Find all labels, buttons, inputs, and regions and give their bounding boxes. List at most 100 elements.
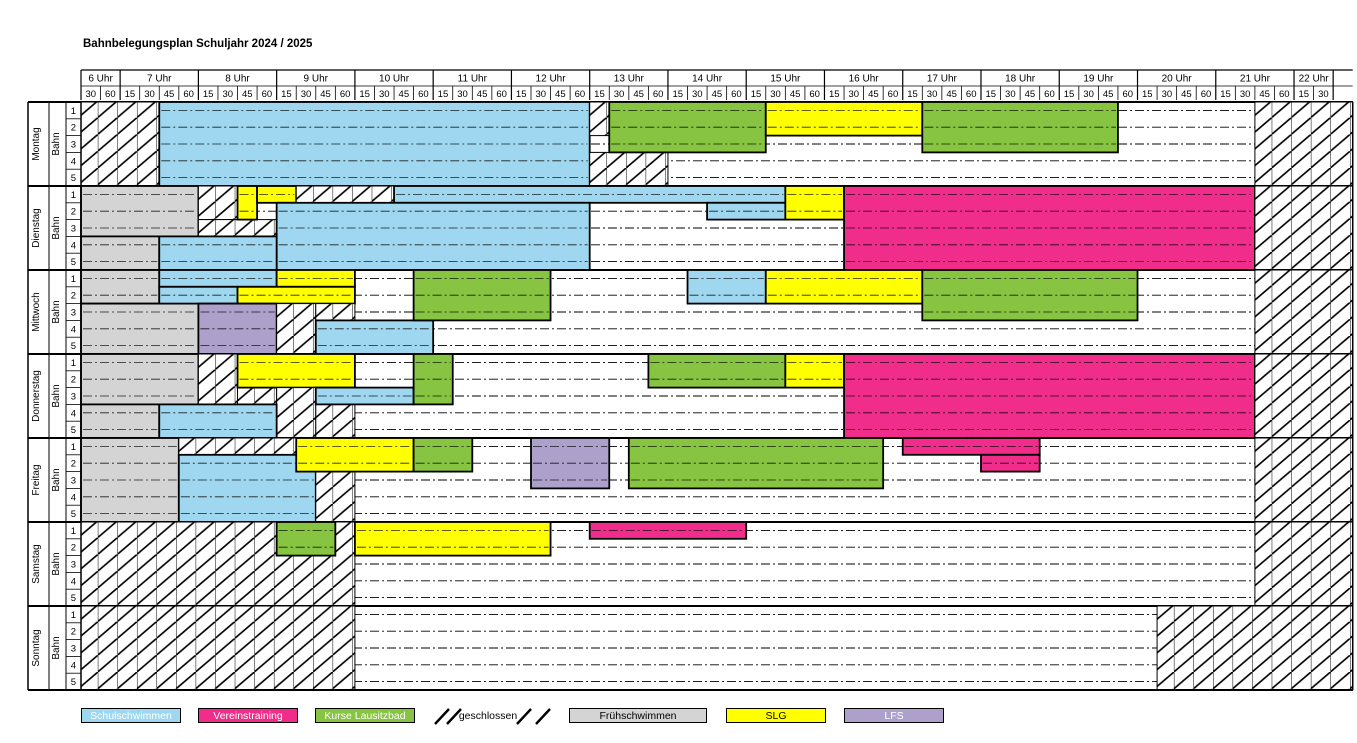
quarter-label: 15 (672, 89, 683, 100)
day-mittwoch: Mittwoch Bahn 1 2 3 4 5 (27, 269, 1354, 355)
day-label: Samstag (31, 544, 42, 583)
quarter-label: 45 (399, 89, 410, 100)
hour-label: 20 Uhr (1162, 74, 1193, 85)
day-freitag: Freitag Bahn 1 2 3 4 5 (27, 437, 1354, 523)
day-label: Dienstag (31, 208, 42, 247)
quarter-label: 30 (1240, 89, 1251, 100)
day-montag: Montag Bahn 1 2 3 4 5 (27, 101, 1354, 187)
quarter-label: 30 (301, 89, 312, 100)
quarter-label: 15 (125, 89, 136, 100)
quarter-label: 15 (1142, 89, 1153, 100)
quarter-label: 30 (614, 89, 625, 100)
lane-number: 2 (71, 375, 76, 386)
hour-label: 12 Uhr (536, 74, 567, 85)
hour-label: 9 Uhr (304, 74, 329, 85)
quarter-label: 60 (418, 89, 429, 100)
legend-vereinstraining: Vereinstraining (198, 708, 298, 723)
lane-word-label: Bahn (51, 384, 62, 407)
quarter-label: 60 (340, 89, 351, 100)
quarter-label: 45 (1181, 89, 1192, 100)
lane-number: 5 (71, 677, 76, 688)
quarter-label: 15 (1064, 89, 1075, 100)
closed-block (237, 387, 278, 405)
lane-number: 1 (71, 610, 76, 621)
hour-label: 10 Uhr (379, 74, 410, 85)
quarter-label: 60 (1279, 89, 1290, 100)
quarter-label: 45 (868, 89, 879, 100)
quarter-label: 60 (105, 89, 116, 100)
hour-label: 8 Uhr (225, 74, 250, 85)
booking-block (80, 235, 161, 271)
lane-number: 2 (71, 207, 76, 218)
quarter-label: 60 (888, 89, 899, 100)
booking-block (354, 521, 552, 557)
hour-label: 17 Uhr (927, 74, 958, 85)
day-label: Donnerstag (31, 370, 42, 422)
quarter-label: 60 (496, 89, 507, 100)
quarter-label: 45 (712, 89, 723, 100)
quarter-label: 60 (966, 89, 977, 100)
quarter-label: 30 (85, 89, 96, 100)
lane-word-label: Bahn (51, 468, 62, 491)
lane-number: 5 (71, 173, 76, 184)
lane-number: 2 (71, 627, 76, 638)
closed-block (1156, 605, 1354, 691)
hour-label: 16 Uhr (849, 74, 880, 85)
closed-block (315, 303, 356, 321)
quarter-label: 15 (516, 89, 527, 100)
quarter-label: 60 (731, 89, 742, 100)
closed-block (80, 605, 356, 691)
quarter-label: 60 (575, 89, 586, 100)
booking-block (80, 403, 161, 439)
quarter-label: 45 (790, 89, 801, 100)
legend-closed-hatch-icon (434, 708, 551, 725)
lane-number: 3 (71, 224, 76, 235)
quarter-label: 30 (1162, 89, 1173, 100)
closed-block (1254, 353, 1354, 439)
closed-block (1254, 101, 1354, 187)
booking-block (901, 437, 1041, 456)
legend-schulschwimmen: Schulschwimmen (81, 708, 181, 723)
day-sonntag: Sonntag Bahn 1 2 3 4 5 (27, 605, 1354, 691)
hour-label: 15 Uhr (770, 74, 801, 85)
booking-block (236, 185, 258, 221)
booking-block (158, 235, 278, 271)
lane-number: 5 (71, 593, 76, 604)
lane-number: 3 (71, 476, 76, 487)
quarter-label: 45 (320, 89, 331, 100)
quarter-label: 60 (1044, 89, 1055, 100)
quarter-label: 45 (477, 89, 488, 100)
closed-block (589, 101, 610, 137)
lane-word-label: Bahn (51, 216, 62, 239)
booking-block (784, 353, 845, 389)
lane-word-label: Bahn (51, 636, 62, 659)
lane-number: 2 (71, 291, 76, 302)
booking-block (764, 269, 924, 305)
quarter-label: 30 (927, 89, 938, 100)
lane-number: 4 (71, 576, 76, 587)
lane-number: 4 (71, 240, 76, 251)
booking-block (921, 101, 1119, 154)
day-dienstag: Dienstag Bahn 1 2 3 4 5 (27, 185, 1354, 271)
lane-number: 2 (71, 459, 76, 470)
quarter-label: 45 (633, 89, 644, 100)
quarter-label: 60 (262, 89, 273, 100)
booking-block (236, 353, 356, 389)
hour-label: 7 Uhr (147, 74, 172, 85)
quarter-label: 45 (1103, 89, 1114, 100)
quarter-label: 15 (438, 89, 449, 100)
lane-number: 1 (71, 106, 76, 117)
quarter-label: 30 (1005, 89, 1016, 100)
quarter-label: 60 (183, 89, 194, 100)
quarter-label: 15 (751, 89, 762, 100)
quarter-label: 30 (1083, 89, 1094, 100)
quarter-label: 60 (1122, 89, 1133, 100)
lane-word-label: Bahn (51, 132, 62, 155)
closed-block (197, 353, 239, 405)
lane-number: 5 (71, 257, 76, 268)
hour-label: 13 Uhr (614, 74, 645, 85)
day-label: Montag (31, 127, 42, 160)
closed-block (1254, 437, 1354, 523)
lane-number: 4 (71, 408, 76, 419)
